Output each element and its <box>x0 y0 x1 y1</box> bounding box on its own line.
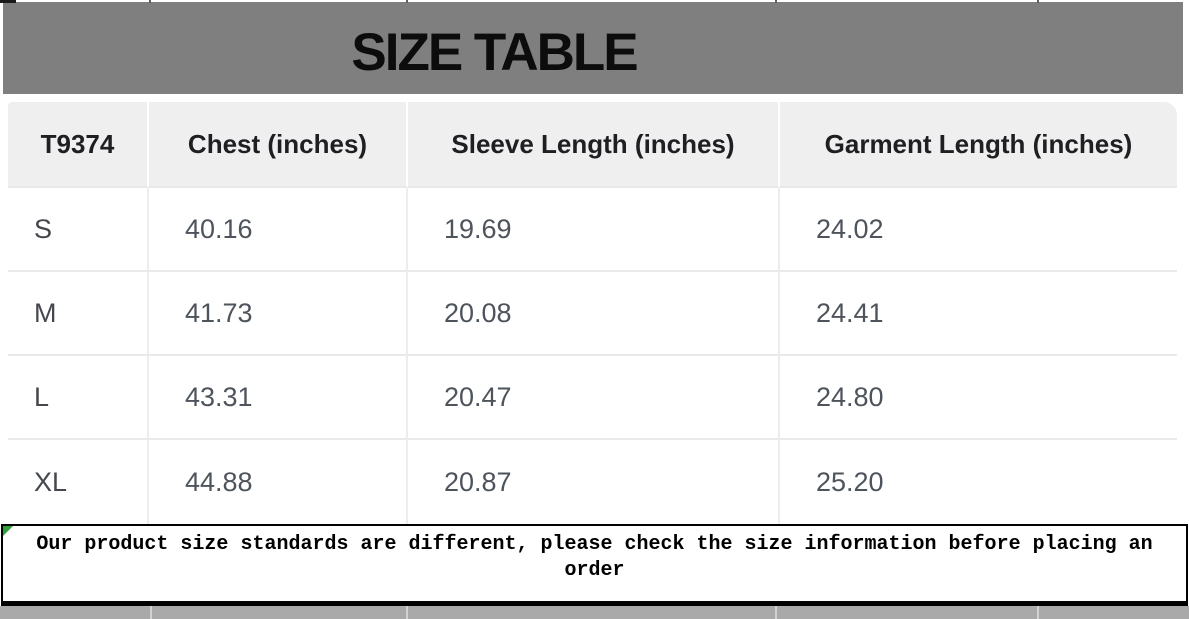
garment-value-cell: 24.80 <box>780 356 1177 440</box>
column-header-sleeve-length: Sleeve Length (inches) <box>408 102 780 188</box>
column-header-chest: Chest (inches) <box>149 102 408 188</box>
sleeve-value-cell: 20.47 <box>408 356 780 440</box>
top-left-edge-mark <box>0 0 16 3</box>
table-row-size-xl: XL 44.88 20.87 25.20 <box>8 440 1177 524</box>
sleeve-value-cell: 19.69 <box>408 188 780 272</box>
top-grid-tick <box>149 0 151 3</box>
chest-value-cell: 44.88 <box>149 440 408 524</box>
bottom-strip <box>0 606 1189 619</box>
chest-value-cell: 40.16 <box>149 188 408 272</box>
top-grid-tick <box>406 0 408 3</box>
bottom-grid-tick <box>1037 606 1039 619</box>
table-row-size-s: S 40.16 19.69 24.02 <box>8 188 1177 272</box>
column-header-garment-length: Garment Length (inches) <box>780 102 1177 188</box>
bottom-grid-tick <box>406 606 408 619</box>
size-label-cell: L <box>8 356 149 440</box>
column-header-style-code: T9374 <box>8 102 149 188</box>
size-label-cell: XL <box>8 440 149 524</box>
title-bar: SIZE TABLE <box>3 2 1183 94</box>
sleeve-value-cell: 20.87 <box>408 440 780 524</box>
header-row: T9374 Chest (inches) Sleeve Length (inch… <box>8 102 1177 188</box>
size-table: T9374 Chest (inches) Sleeve Length (inch… <box>8 102 1177 524</box>
size-label-cell: M <box>8 272 149 356</box>
bottom-grid-tick <box>150 606 152 619</box>
chest-value-cell: 43.31 <box>149 356 408 440</box>
top-grid-tick <box>775 0 777 3</box>
table-row-size-m: M 41.73 20.08 24.41 <box>8 272 1177 356</box>
garment-value-cell: 24.02 <box>780 188 1177 272</box>
green-corner-marker <box>3 526 13 536</box>
page-title: SIZE TABLE <box>351 22 638 82</box>
size-label-cell: S <box>8 188 149 272</box>
note-text: Our product size standards are different… <box>36 533 1153 582</box>
garment-value-cell: 24.41 <box>780 272 1177 356</box>
sleeve-value-cell: 20.08 <box>408 272 780 356</box>
table-row-size-l: L 43.31 20.47 24.80 <box>8 356 1177 440</box>
bottom-grid-tick <box>775 606 777 619</box>
chest-value-cell: 41.73 <box>149 272 408 356</box>
size-table-header: T9374 Chest (inches) Sleeve Length (inch… <box>8 102 1177 188</box>
top-grid-tick <box>1037 0 1039 3</box>
garment-value-cell: 25.20 <box>780 440 1177 524</box>
size-table-body: S 40.16 19.69 24.02 M 41.73 20.08 24.41 … <box>8 188 1177 524</box>
note-box: Our product size standards are different… <box>1 524 1188 606</box>
